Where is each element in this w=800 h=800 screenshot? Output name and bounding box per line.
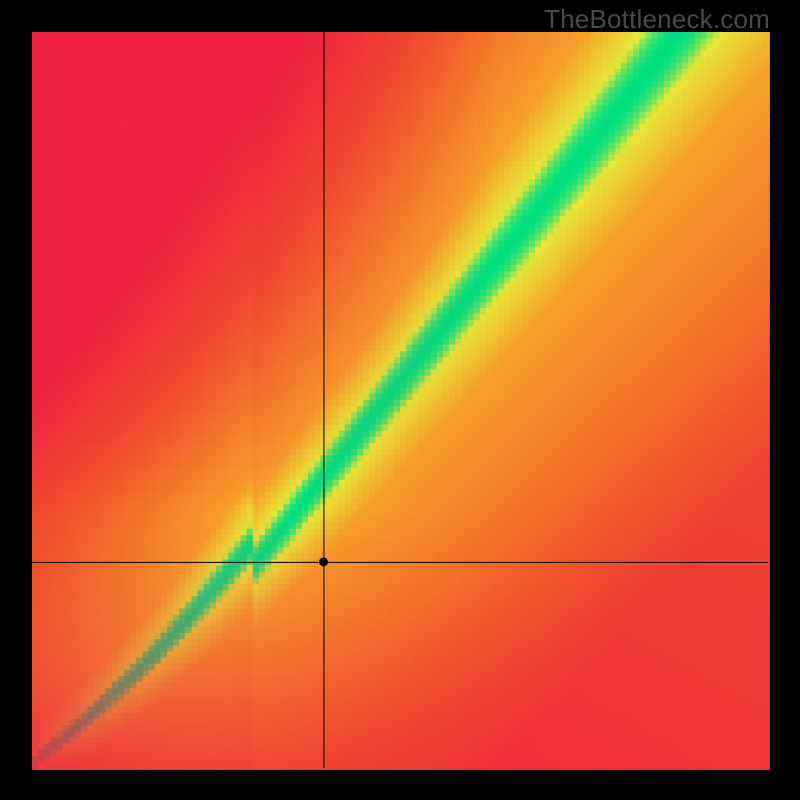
watermark-text: TheBottleneck.com xyxy=(544,4,770,35)
chart-container: TheBottleneck.com xyxy=(0,0,800,800)
bottleneck-heatmap xyxy=(0,0,800,800)
